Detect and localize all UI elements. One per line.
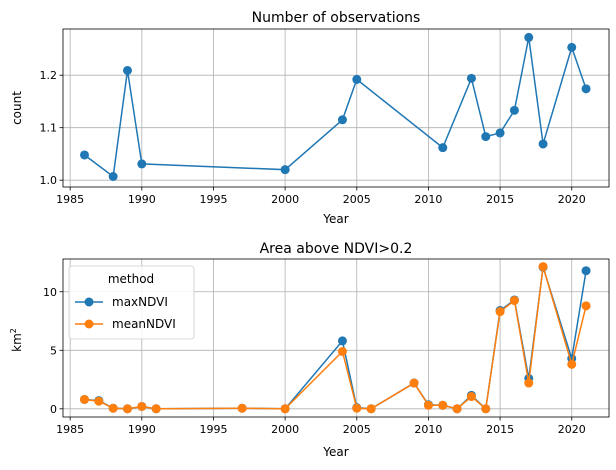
data-point-count xyxy=(481,132,491,142)
data-point-maxndvi xyxy=(337,336,347,346)
y-axis-label-top: count xyxy=(10,91,24,125)
y-tick-label: 0 xyxy=(50,403,57,416)
x-tick-label: 2020 xyxy=(558,193,586,206)
x-tick-label: 2000 xyxy=(271,423,299,436)
data-point-meanndvi xyxy=(452,404,462,414)
data-point-count xyxy=(337,115,347,125)
x-tick-label: 1990 xyxy=(128,193,156,206)
data-point-count xyxy=(122,65,132,75)
legend-title: method xyxy=(108,272,154,286)
x-tick-label: 1985 xyxy=(56,193,84,206)
x-tick-label: 2015 xyxy=(486,423,514,436)
plot-frame-bottom xyxy=(62,258,610,418)
x-axis-label-bottom: Year xyxy=(322,445,348,459)
data-point-maxndvi xyxy=(581,266,591,276)
x-tick-label: 2020 xyxy=(558,423,586,436)
x-axis-label-top: Year xyxy=(322,212,348,226)
chart-area: 1985 1990 1995 2000 2005 2010 2015 2020 0 5 10 Are… xyxy=(9,241,610,459)
legend-marker-meanndvi xyxy=(84,319,94,329)
x-tick-label: 2010 xyxy=(414,423,442,436)
data-point-meanndvi xyxy=(423,400,433,410)
data-point-count xyxy=(538,139,548,149)
legend-box xyxy=(68,265,195,340)
x-tick-label: 2015 xyxy=(486,193,514,206)
x-tick-label: 1985 xyxy=(56,423,84,436)
data-point-meanndvi xyxy=(409,378,419,388)
y-tick-label: 1.1 xyxy=(40,122,58,135)
data-point-meanndvi xyxy=(581,301,591,311)
data-point-meanndvi xyxy=(509,296,519,306)
data-point-meanndvi xyxy=(122,404,132,414)
ticks-top: 1985 1990 1995 2000 2005 2010 2015 2020 1.0 1.1 1.… xyxy=(40,69,586,206)
chart-observations: 1985 1990 1995 2000 2005 2010 2015 2020 1.0 1.1 1.… xyxy=(10,10,610,226)
data-point-meanndvi xyxy=(94,396,104,406)
x-tick-label: 2005 xyxy=(343,423,371,436)
x-tick-label: 2005 xyxy=(343,193,371,206)
y-axis-label-bottom: km2 xyxy=(9,328,24,352)
chart-title-bottom: Area above NDVI>0.2 xyxy=(260,241,413,257)
data-point-meanndvi xyxy=(151,404,161,414)
grid-top xyxy=(63,29,609,187)
data-point-count xyxy=(352,74,362,84)
series-layer-top xyxy=(79,32,591,182)
x-tick-label: 1990 xyxy=(128,423,156,436)
x-tick-label: 1995 xyxy=(199,423,227,436)
data-point-meanndvi xyxy=(79,394,89,404)
y-tick-label: 1.2 xyxy=(40,69,58,82)
data-point-count xyxy=(581,84,591,94)
x-tick-label: 2000 xyxy=(271,193,299,206)
chart-title-top: Number of observations xyxy=(252,10,421,26)
legend-label-meanndvi: meanNDVI xyxy=(112,317,176,331)
data-point-meanndvi xyxy=(481,404,491,414)
data-point-meanndvi xyxy=(337,346,347,356)
y-tick-label: 5 xyxy=(50,344,57,357)
data-point-count xyxy=(438,143,448,153)
legend-label-maxndvi: maxNDVI xyxy=(112,295,168,309)
data-point-count xyxy=(280,165,290,175)
data-point-meanndvi xyxy=(538,262,548,272)
data-point-meanndvi xyxy=(466,392,476,402)
y-tick-label: 10 xyxy=(43,286,57,299)
y-axis-label-unit: km xyxy=(10,333,24,352)
series-layer-bottom xyxy=(79,262,591,414)
data-point-count xyxy=(524,32,534,42)
data-point-count xyxy=(137,159,147,169)
legend-marker-maxndvi xyxy=(84,297,94,307)
data-point-count xyxy=(466,73,476,83)
data-point-meanndvi xyxy=(567,359,577,369)
data-point-meanndvi xyxy=(366,404,376,414)
data-point-meanndvi xyxy=(524,378,534,388)
data-point-count xyxy=(495,128,505,138)
x-tick-label: 1995 xyxy=(199,193,227,206)
data-point-count xyxy=(509,105,519,115)
data-point-meanndvi xyxy=(137,401,147,411)
data-point-meanndvi xyxy=(237,403,247,413)
data-point-meanndvi xyxy=(495,307,505,317)
data-point-meanndvi xyxy=(352,403,362,413)
data-point-meanndvi xyxy=(438,400,448,410)
legend: method maxNDVI meanNDVI xyxy=(68,265,195,340)
x-tick-label: 2010 xyxy=(414,193,442,206)
ticks-bottom: 1985 1990 1995 2000 2005 2010 2015 2020 0 5 10 xyxy=(43,286,586,436)
data-point-count xyxy=(567,42,577,52)
series-line-count xyxy=(84,37,587,178)
data-point-meanndvi xyxy=(280,404,290,414)
data-point-meanndvi xyxy=(108,403,118,413)
plot-frame-top xyxy=(62,28,610,188)
data-point-count xyxy=(108,172,118,182)
y-axis-label-superscript: 2 xyxy=(9,328,18,333)
data-point-count xyxy=(79,150,89,160)
y-tick-label: 1.0 xyxy=(40,174,58,187)
